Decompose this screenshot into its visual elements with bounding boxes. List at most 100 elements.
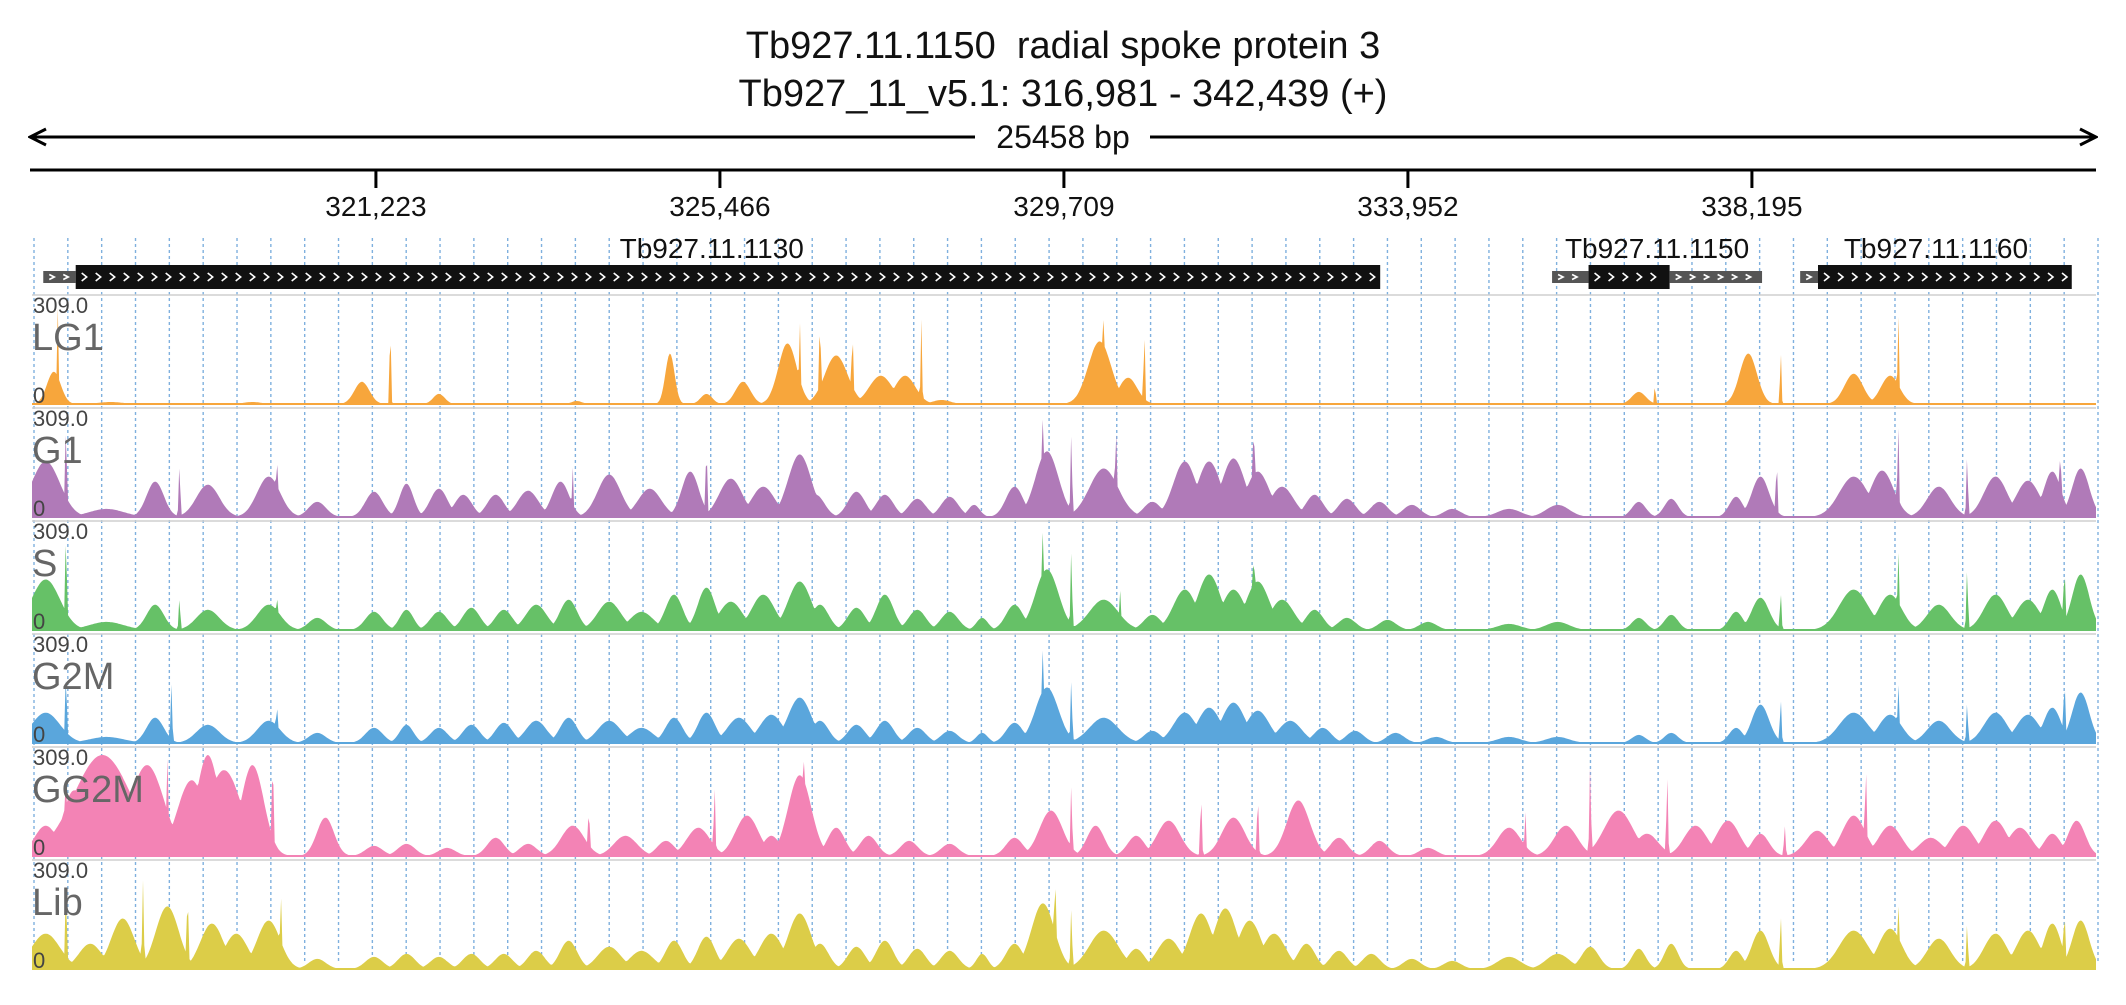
chart-title: Tb927.11.1150 radial spoke protein 3 [746, 25, 1380, 67]
strand-chevron [1061, 272, 1068, 282]
strand-chevron [599, 272, 606, 282]
strand-chevron [1047, 272, 1054, 282]
strand-chevron [151, 272, 158, 282]
coverage-area [32, 308, 2096, 404]
strand-chevron [571, 272, 578, 282]
strand-chevron [179, 272, 186, 282]
gene-label: Tb927.11.1160 [1844, 233, 2028, 264]
strand-chevron [221, 272, 228, 282]
strand-chevron [1622, 272, 1629, 282]
strand-chevron [1369, 272, 1376, 282]
strand-chevron [319, 272, 326, 282]
strand-chevron [417, 272, 424, 282]
strand-chevron [1650, 272, 1657, 282]
coverage-track: 309.0S 0 [32, 519, 2096, 634]
strand-chevron [1257, 272, 1264, 282]
strand-chevron [291, 272, 298, 282]
strand-chevron [1689, 273, 1697, 281]
strand-chevron [1341, 272, 1348, 282]
strand-chevron [137, 272, 144, 282]
strand-chevron [949, 272, 956, 282]
strand-chevron [1893, 272, 1901, 282]
strand-chevron [963, 272, 970, 282]
strand-chevron [1949, 272, 1957, 282]
coverage-track: 309.0G1 0 [32, 406, 2096, 521]
strand-chevron [1285, 272, 1292, 282]
span-label: 25458 bp [996, 119, 1129, 155]
strand-chevron [907, 272, 914, 282]
strand-chevron [165, 272, 172, 282]
strand-chevron [333, 272, 340, 282]
strand-chevron [1608, 272, 1615, 282]
strand-chevron [62, 273, 71, 281]
track-ymin-label: 0 [33, 835, 45, 860]
strand-chevron [879, 272, 886, 282]
strand-chevron [95, 272, 102, 282]
track-ymax-label: 309.0 [33, 519, 88, 544]
strand-chevron [1636, 272, 1643, 282]
strand-chevron [725, 272, 732, 282]
coverage-area [32, 755, 2096, 856]
strand-chevron [627, 272, 634, 282]
track-ymax-label: 309.0 [33, 858, 88, 883]
strand-chevron [1805, 273, 1813, 281]
strand-chevron [305, 272, 312, 282]
strand-chevron [431, 272, 438, 282]
strand-chevron [1921, 272, 1929, 282]
gene-utr-block [43, 271, 76, 283]
strand-chevron [753, 272, 760, 282]
strand-chevron [1215, 272, 1222, 282]
strand-chevron [277, 272, 284, 282]
strand-chevron [1327, 272, 1334, 282]
coverage-area [32, 880, 2096, 969]
strand-chevron [501, 272, 508, 282]
strand-chevron [1977, 272, 1985, 282]
track-name-label: LG1 [32, 317, 104, 359]
strand-chevron [1837, 272, 1845, 282]
strand-chevron [1703, 273, 1711, 281]
track-ymax-label: 309.0 [33, 406, 88, 431]
gene-utr-block [1669, 271, 1763, 283]
strand-chevron [669, 272, 676, 282]
strand-chevron [1005, 272, 1012, 282]
strand-chevron [767, 272, 774, 282]
strand-chevron [473, 272, 480, 282]
strand-chevron [2005, 272, 2013, 282]
strand-chevron [2047, 272, 2055, 282]
grid-lines [33, 238, 2099, 962]
strand-chevron [445, 272, 452, 282]
strand-chevron [893, 272, 900, 282]
strand-chevron [837, 272, 844, 282]
strand-chevron [697, 272, 704, 282]
track-name-label: GG2M [32, 769, 144, 811]
strand-chevron [781, 272, 788, 282]
gene-utr-block [1552, 271, 1589, 283]
strand-chevron [739, 272, 746, 282]
strand-chevron [1907, 272, 1915, 282]
gene-cds-block [1817, 265, 2072, 289]
strand-chevron [865, 272, 872, 282]
strand-chevron [459, 272, 466, 282]
ruler-tick-label: 321,223 [325, 191, 426, 222]
strand-chevron [851, 272, 858, 282]
strand-chevron [235, 272, 242, 282]
strand-chevron [655, 272, 662, 282]
track-name-label: S [32, 543, 57, 585]
track-ymin-label: 0 [33, 383, 45, 408]
strand-chevron [1075, 272, 1082, 282]
strand-chevron [2033, 272, 2041, 282]
strand-chevron [1159, 272, 1166, 282]
strand-chevron [1879, 272, 1887, 282]
strand-chevron [1173, 272, 1180, 282]
track-ymax-label: 309.0 [33, 745, 88, 770]
strand-chevron [1717, 273, 1725, 281]
strand-chevron [403, 272, 410, 282]
gene-feature: Tb927.11.1150 [1552, 233, 1763, 289]
strand-chevron [683, 272, 690, 282]
strand-chevron [2061, 272, 2069, 282]
strand-chevron [977, 272, 984, 282]
